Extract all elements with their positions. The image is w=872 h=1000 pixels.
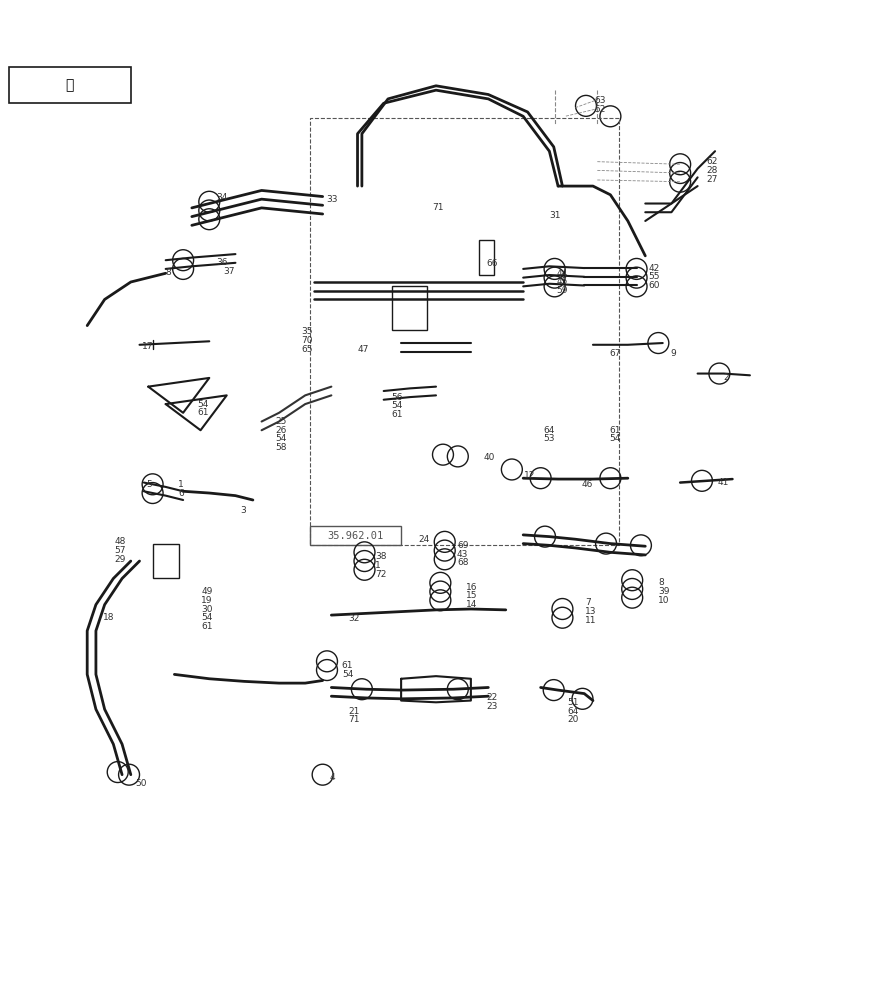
Text: 28: 28 xyxy=(706,166,718,175)
Text: 18: 18 xyxy=(103,613,114,622)
Bar xyxy=(479,240,494,275)
Text: 1: 1 xyxy=(178,480,184,489)
Text: 26: 26 xyxy=(276,426,287,435)
Text: 33: 33 xyxy=(326,195,337,204)
Text: 20: 20 xyxy=(568,715,579,724)
Text: 8: 8 xyxy=(658,578,664,587)
Text: 51: 51 xyxy=(568,698,579,707)
Text: 38: 38 xyxy=(375,552,386,561)
Text: 54: 54 xyxy=(276,434,287,443)
Text: 42: 42 xyxy=(649,264,660,273)
Text: 70: 70 xyxy=(302,336,313,345)
Text: 47: 47 xyxy=(358,345,369,354)
Text: 54: 54 xyxy=(610,434,621,443)
Text: 7: 7 xyxy=(585,598,591,607)
Text: 61: 61 xyxy=(392,410,403,419)
Text: 45: 45 xyxy=(556,277,568,286)
Text: 54: 54 xyxy=(392,401,403,410)
Bar xyxy=(153,544,179,578)
Text: 15: 15 xyxy=(466,591,477,600)
Text: 49: 49 xyxy=(201,587,213,596)
Text: 50: 50 xyxy=(135,779,146,788)
Text: 1: 1 xyxy=(375,561,381,570)
Text: 40: 40 xyxy=(484,453,495,462)
Text: 23: 23 xyxy=(487,702,498,711)
Text: 56: 56 xyxy=(392,393,403,402)
Text: 54: 54 xyxy=(197,400,208,409)
Text: 61: 61 xyxy=(610,426,621,435)
Text: 41: 41 xyxy=(718,478,729,487)
Text: 19: 19 xyxy=(201,596,213,605)
Text: 63: 63 xyxy=(595,96,606,105)
Bar xyxy=(310,118,619,545)
Text: 34: 34 xyxy=(216,193,228,202)
Text: 17: 17 xyxy=(142,342,153,351)
Text: 61: 61 xyxy=(342,661,353,670)
Text: 65: 65 xyxy=(302,345,313,354)
Text: 71: 71 xyxy=(348,715,359,724)
Text: 52: 52 xyxy=(595,105,606,114)
Text: 14: 14 xyxy=(466,600,477,609)
Text: 5: 5 xyxy=(146,480,153,489)
Text: 13: 13 xyxy=(585,607,596,616)
Text: 37: 37 xyxy=(223,267,235,276)
Text: 24: 24 xyxy=(419,535,430,544)
Text: 30: 30 xyxy=(201,604,213,614)
Text: 9: 9 xyxy=(671,349,677,358)
Text: 57: 57 xyxy=(114,546,126,555)
Text: 64: 64 xyxy=(568,707,579,716)
Text: 44: 44 xyxy=(556,269,568,278)
Text: 29: 29 xyxy=(114,555,126,564)
Text: 25: 25 xyxy=(276,417,287,426)
Text: 68: 68 xyxy=(457,558,468,567)
Text: 3: 3 xyxy=(240,506,246,515)
Text: 53: 53 xyxy=(543,434,555,443)
Bar xyxy=(310,526,401,545)
Text: 35.962.01: 35.962.01 xyxy=(327,531,384,541)
Text: 12: 12 xyxy=(524,471,535,480)
Bar xyxy=(9,67,131,103)
Text: 72: 72 xyxy=(375,570,386,579)
Text: 67: 67 xyxy=(610,349,621,358)
Text: 27: 27 xyxy=(706,175,718,184)
Text: 21: 21 xyxy=(348,707,359,716)
Text: 59: 59 xyxy=(556,286,568,295)
Text: 46: 46 xyxy=(582,480,593,489)
Text: 4: 4 xyxy=(330,773,335,782)
Text: 69: 69 xyxy=(457,541,468,550)
Text: 2: 2 xyxy=(724,373,729,382)
Text: 61: 61 xyxy=(201,622,213,631)
Text: 64: 64 xyxy=(543,426,555,435)
Text: 16: 16 xyxy=(466,583,477,592)
Text: 22: 22 xyxy=(487,693,498,702)
Text: 71: 71 xyxy=(433,203,444,212)
Bar xyxy=(392,286,427,330)
Text: 35: 35 xyxy=(302,327,313,336)
Text: 31: 31 xyxy=(549,211,561,220)
Text: 61: 61 xyxy=(197,408,208,417)
Text: 39: 39 xyxy=(658,587,670,596)
Text: 32: 32 xyxy=(348,614,359,623)
Text: 54: 54 xyxy=(342,670,353,679)
Text: 36: 36 xyxy=(216,258,228,267)
Text: 55: 55 xyxy=(649,272,660,281)
Text: 11: 11 xyxy=(585,616,596,625)
Text: 66: 66 xyxy=(487,259,498,268)
Text: 6: 6 xyxy=(178,489,184,498)
Text: 8: 8 xyxy=(166,268,172,277)
Text: 10: 10 xyxy=(658,596,670,605)
Text: 60: 60 xyxy=(649,281,660,290)
Text: 58: 58 xyxy=(276,443,287,452)
Text: 48: 48 xyxy=(114,537,126,546)
Text: 54: 54 xyxy=(201,613,213,622)
Text: 🔧: 🔧 xyxy=(65,78,74,92)
Text: 62: 62 xyxy=(706,157,718,166)
Text: 43: 43 xyxy=(457,550,468,559)
